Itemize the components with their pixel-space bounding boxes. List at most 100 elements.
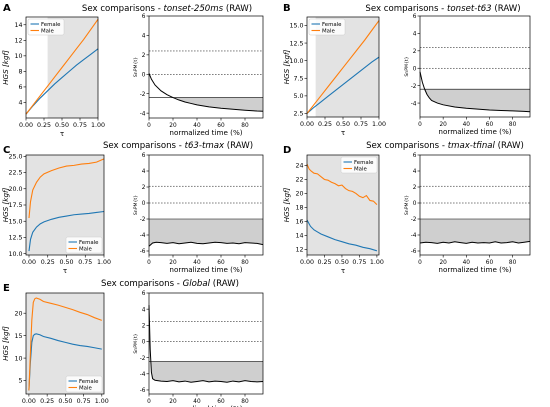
x-tick-label: 20 (439, 260, 447, 266)
y-tick-label: 12.5 (8, 235, 22, 242)
y-tick-label: 22.5 (8, 170, 22, 177)
y-tick-label: 14 (14, 22, 22, 29)
y-tick-label: 2.5 (293, 111, 303, 118)
y-tick-label: 4 (18, 100, 22, 107)
y-tick-label: 2 (142, 53, 146, 59)
y-tick-label: 15 (14, 333, 22, 340)
panel-letter: E (3, 283, 10, 294)
y-tick-label: 2 (413, 49, 417, 55)
panel-title-part: (RAW) (223, 4, 252, 14)
y-tick-label: 6 (142, 14, 146, 20)
series-line-female (28, 210, 105, 252)
y-tick-label: 17.5 (8, 202, 22, 209)
x-tick-label: 60 (217, 260, 225, 266)
y-tick-label: 0 (413, 66, 417, 72)
y-axis-label: SnPM{t} (404, 195, 410, 215)
y-tick-label: 4 (413, 169, 417, 175)
y-tick-label: 4 (413, 32, 417, 38)
hgs-axes (25, 292, 105, 395)
y-tick-label: 6 (142, 153, 146, 159)
panel-title-part: tonset-250ms (164, 4, 224, 14)
x-tick-label: 0.75 (352, 259, 366, 266)
spm-axes (148, 15, 264, 119)
y-tick-label: 2 (413, 185, 417, 191)
x-tick-label: 0.50 (58, 398, 72, 405)
panel-c: C Sex comparisons - t63-tmax (RAW) 0.00 0.2… (1, 141, 264, 275)
series-line-female (25, 48, 99, 115)
supra-threshold-cluster (149, 97, 263, 112)
panel-title-part: (RAW) (210, 279, 239, 289)
legend-label-male: Male (79, 246, 92, 252)
y-axis-label: HGS [kgf] (1, 326, 10, 361)
y-axis-label: SnPM{t} (404, 56, 410, 76)
y-tick-label: 0 (142, 72, 146, 78)
series-line-female (28, 333, 102, 391)
x-axis-label: normalized time (%) (438, 265, 511, 274)
x-tick-label: 60 (486, 260, 494, 266)
y-tick-label: 12 (14, 38, 22, 45)
y-tick-label: 6 (413, 14, 417, 20)
panel-title-part: Sex comparisons - (103, 141, 185, 151)
x-tick-label: 1.00 (91, 122, 105, 129)
x-axis-label: normalized time (%) (169, 265, 242, 274)
y-tick-label: 4 (142, 169, 146, 175)
x-axis-label: normalized time (%) (438, 127, 511, 136)
panel-title-part: tmax-tfinal (448, 141, 496, 151)
supra-threshold-cluster (149, 361, 263, 383)
series-line-male (28, 297, 103, 391)
spm-axes (419, 154, 531, 256)
y-tick-label: 2 (142, 185, 146, 191)
x-tick-label: 0.50 (335, 259, 349, 266)
panel-title-part: Sex comparisons - (365, 4, 447, 14)
x-tick-label: 40 (463, 122, 471, 128)
series-line-male (28, 158, 105, 219)
x-tick-label: 1.00 (97, 259, 111, 266)
y-tick-label: 24 (295, 163, 303, 170)
y-tick-label: -2 (140, 356, 146, 362)
panel-title-part: Sex comparisons - (366, 141, 448, 151)
x-tick-label: 0 (418, 260, 422, 266)
y-tick-label: 20.0 (8, 186, 22, 193)
x-tick-label: 1.00 (95, 398, 109, 405)
spm-axes (419, 15, 531, 118)
supra-threshold-cluster (149, 219, 263, 247)
legend-label-female: Female (79, 379, 99, 385)
panel-a: A Sex comparisons - tonset-250ms (RAW) 0.0… (1, 3, 264, 138)
y-tick-label: 20 (14, 310, 22, 317)
y-tick-label: 0 (413, 201, 417, 207)
y-axis-label: SnPM{t} (133, 57, 139, 77)
x-tick-label: 0.25 (317, 259, 331, 266)
x-tick-label: 0.00 (22, 259, 36, 266)
panel-d: D Sex comparisons - tmax-tfinal (RAW) 0.00… (282, 141, 531, 275)
spm-curve (148, 241, 264, 247)
y-tick-label: 20 (295, 191, 303, 198)
x-tick-label: 0.25 (41, 259, 55, 266)
panel-title: Sex comparisons - t63-tmax (RAW) (103, 141, 253, 151)
x-tick-label: 80 (509, 260, 517, 266)
x-axis-label: normalized time (%) (169, 404, 242, 407)
y-tick-label: -2 (140, 217, 146, 223)
x-tick-label: 0 (418, 122, 422, 128)
x-tick-label: 0 (147, 123, 151, 129)
x-tick-label: 0.50 (55, 122, 69, 129)
x-tick-label: 60 (486, 122, 494, 128)
x-axis-label: τ (63, 405, 67, 407)
legend-label-male: Male (41, 28, 54, 34)
y-tick-label: 15.0 (289, 23, 303, 30)
legend-label-male: Male (79, 385, 92, 391)
x-tick-label: 0.75 (78, 259, 92, 266)
x-tick-label: 20 (169, 399, 177, 405)
y-tick-label: -4 (411, 233, 417, 239)
spm-curve (148, 305, 264, 383)
panel-title-part: Sex comparisons - (82, 4, 164, 14)
x-tick-label: 1.00 (372, 121, 386, 128)
y-tick-label: -6 (411, 249, 417, 255)
y-tick-label: 5.0 (293, 93, 303, 100)
x-tick-label: 0.50 (336, 121, 350, 128)
x-tick-label: 0.25 (37, 122, 51, 129)
x-tick-label: 0.00 (22, 398, 36, 405)
spm-curve (148, 73, 264, 112)
x-tick-label: 20 (169, 260, 177, 266)
x-tick-label: 0.25 (40, 398, 54, 405)
